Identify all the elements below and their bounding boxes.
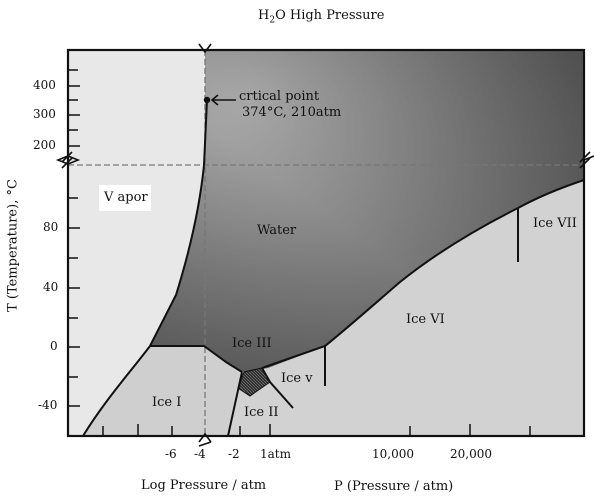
y-tick-300: 300	[33, 107, 56, 121]
chart-title: H2O High Pressure	[258, 8, 385, 26]
x-tick-neg6: -6	[165, 447, 177, 461]
upper-vapor-curve	[203, 99, 208, 166]
sublimation-curve	[82, 345, 151, 437]
critical-point-marker	[203, 96, 211, 104]
x-tick-1atm: 1atm	[260, 447, 291, 461]
x-axis-label-linear: P (Pressure / atm)	[334, 479, 454, 494]
ice1-ice2-boundary	[227, 371, 243, 437]
y-axis-ticks	[68, 69, 80, 407]
ice3-label: Ice III	[232, 336, 272, 351]
plot-frame	[66, 48, 586, 438]
critical-arrow	[210, 94, 236, 106]
ice1-label: Ice I	[152, 395, 182, 410]
x-axis-ticks	[102, 424, 531, 436]
zigzag-marks	[61, 151, 591, 447]
melting-curve	[150, 345, 243, 373]
x-tick-neg4: -4	[194, 447, 206, 461]
vapor-region	[68, 50, 205, 436]
x-tick-10000: 10,000	[372, 447, 414, 461]
ice5-label: Ice v	[281, 371, 313, 386]
y-tick-neg40: -40	[38, 398, 58, 412]
vapor-label-box	[99, 185, 151, 211]
y-tick-80: 80	[43, 220, 59, 234]
y-axis-label: T (Temperature), °C	[5, 179, 21, 312]
x-axis-label-log: Log Pressure / atm	[141, 478, 267, 493]
x-tick-neg2: -2	[228, 447, 240, 461]
melting-curve-high	[261, 179, 585, 369]
y-tick-0: 0	[50, 339, 58, 353]
x-tick-20000: 20,000	[450, 447, 492, 461]
vaporization-curve	[149, 164, 205, 347]
vapor-label: V apor	[104, 190, 148, 205]
critical-point-label: crtical point	[239, 89, 320, 104]
y-tick-200: 200	[33, 138, 56, 152]
water-label: Water	[257, 223, 297, 238]
y-tick-400: 400	[33, 78, 56, 92]
ice6-label: Ice VI	[406, 312, 445, 327]
ice2-ice5-boundary	[261, 367, 294, 409]
phase-boundaries	[82, 99, 585, 437]
ice7-label: Ice VII	[533, 216, 577, 231]
ice2-label: Ice II	[244, 405, 279, 420]
y-tick-40: 40	[43, 280, 59, 294]
ice1-region	[83, 346, 242, 436]
critical-point-value: 374°C, 210atm	[242, 105, 342, 120]
